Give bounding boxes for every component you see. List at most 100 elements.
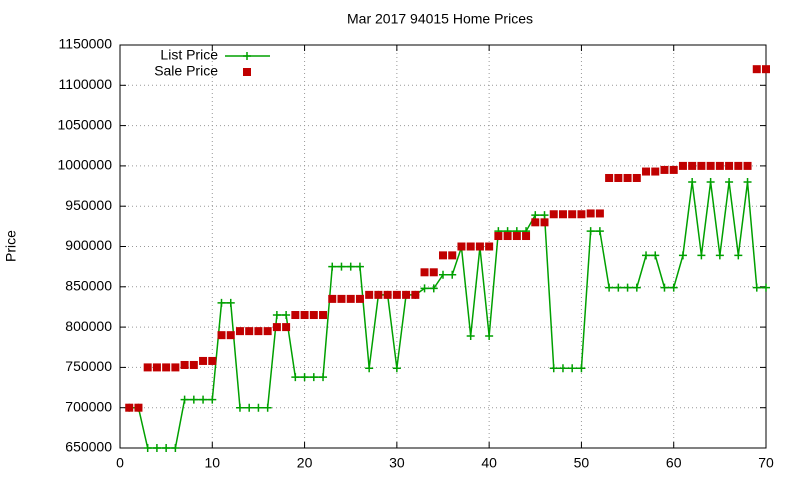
data-point xyxy=(189,360,198,369)
y-tick-label: 1100000 xyxy=(59,76,113,92)
data-point xyxy=(762,283,770,292)
data-point xyxy=(346,294,355,303)
data-point xyxy=(678,251,687,260)
data-point xyxy=(180,395,189,404)
data-point xyxy=(642,167,651,176)
x-tick-label: 20 xyxy=(297,455,313,471)
data-point xyxy=(235,403,244,412)
legend-label: Sale Price xyxy=(154,63,218,79)
data-point xyxy=(319,311,328,320)
data-point xyxy=(632,173,641,182)
data-point xyxy=(586,227,595,236)
data-point xyxy=(217,298,226,307)
data-point xyxy=(706,178,715,187)
data-point xyxy=(725,161,734,170)
data-point xyxy=(586,209,595,218)
y-tick-label: 700000 xyxy=(65,398,112,414)
y-tick-label: 900000 xyxy=(65,237,112,253)
data-point xyxy=(383,290,392,299)
data-point xyxy=(245,403,254,412)
chart-title: Mar 2017 94015 Home Prices xyxy=(347,11,533,27)
data-point xyxy=(171,363,180,372)
data-point xyxy=(605,283,614,292)
data-point xyxy=(254,403,263,412)
data-point xyxy=(152,363,161,372)
x-tick-label: 70 xyxy=(758,455,774,471)
data-point xyxy=(531,211,540,220)
data-point xyxy=(558,210,567,219)
data-point xyxy=(328,262,337,271)
data-point xyxy=(226,298,235,307)
data-point xyxy=(300,311,309,320)
data-point xyxy=(143,363,152,372)
data-point xyxy=(217,331,226,340)
data-point xyxy=(420,284,429,293)
data-point xyxy=(171,444,180,452)
data-point xyxy=(180,360,189,369)
y-tick-label: 750000 xyxy=(65,358,112,374)
data-point xyxy=(715,251,724,260)
data-point xyxy=(531,218,540,227)
legend-marker xyxy=(243,52,251,60)
data-point xyxy=(743,178,752,187)
data-point xyxy=(199,356,208,365)
data-point xyxy=(466,242,475,251)
data-point xyxy=(743,161,752,170)
data-point xyxy=(125,403,134,412)
x-tick-label: 40 xyxy=(481,455,497,471)
y-tick-label: 1000000 xyxy=(57,157,112,173)
data-point xyxy=(642,251,651,260)
data-point xyxy=(272,323,281,332)
y-tick-label: 1150000 xyxy=(59,36,113,52)
data-point xyxy=(392,364,401,373)
series-line xyxy=(129,181,766,449)
data-point xyxy=(595,209,604,218)
data-point xyxy=(558,364,567,373)
data-point xyxy=(522,232,531,241)
data-point xyxy=(494,232,503,241)
data-point xyxy=(208,395,217,404)
data-point xyxy=(660,283,669,292)
data-point xyxy=(162,444,171,452)
data-point xyxy=(254,327,263,336)
data-point xyxy=(595,227,604,236)
data-point xyxy=(134,403,143,412)
data-point xyxy=(466,331,475,340)
data-point xyxy=(272,311,281,320)
data-point xyxy=(392,290,401,299)
y-tick-label: 800000 xyxy=(65,318,112,334)
data-point xyxy=(623,283,632,292)
data-point xyxy=(337,294,346,303)
data-point xyxy=(282,323,291,332)
data-point xyxy=(549,210,558,219)
data-point xyxy=(669,165,678,174)
data-point xyxy=(688,178,697,187)
data-point xyxy=(143,444,152,452)
data-point xyxy=(752,283,761,292)
data-point xyxy=(715,161,724,170)
data-point xyxy=(429,284,438,293)
data-point xyxy=(439,251,447,260)
data-point xyxy=(614,283,623,292)
x-tick-label: 30 xyxy=(389,455,405,471)
data-point xyxy=(632,283,641,292)
data-point xyxy=(309,373,318,382)
data-point xyxy=(485,331,494,340)
data-point xyxy=(697,251,706,260)
data-point xyxy=(660,165,669,174)
x-tick-label: 10 xyxy=(204,455,220,471)
data-point xyxy=(577,364,586,373)
y-tick-label: 650000 xyxy=(65,439,112,455)
plot-border xyxy=(119,44,767,449)
data-point xyxy=(263,403,272,412)
legend-marker xyxy=(243,68,251,76)
legend-label: List Price xyxy=(160,47,218,63)
data-point xyxy=(439,270,447,279)
data-point xyxy=(762,65,770,74)
data-point xyxy=(365,364,374,373)
data-point xyxy=(263,327,272,336)
y-axis-label: Price xyxy=(3,230,19,262)
data-point xyxy=(540,218,549,227)
data-point xyxy=(152,444,161,452)
x-tick-label: 50 xyxy=(574,455,590,471)
